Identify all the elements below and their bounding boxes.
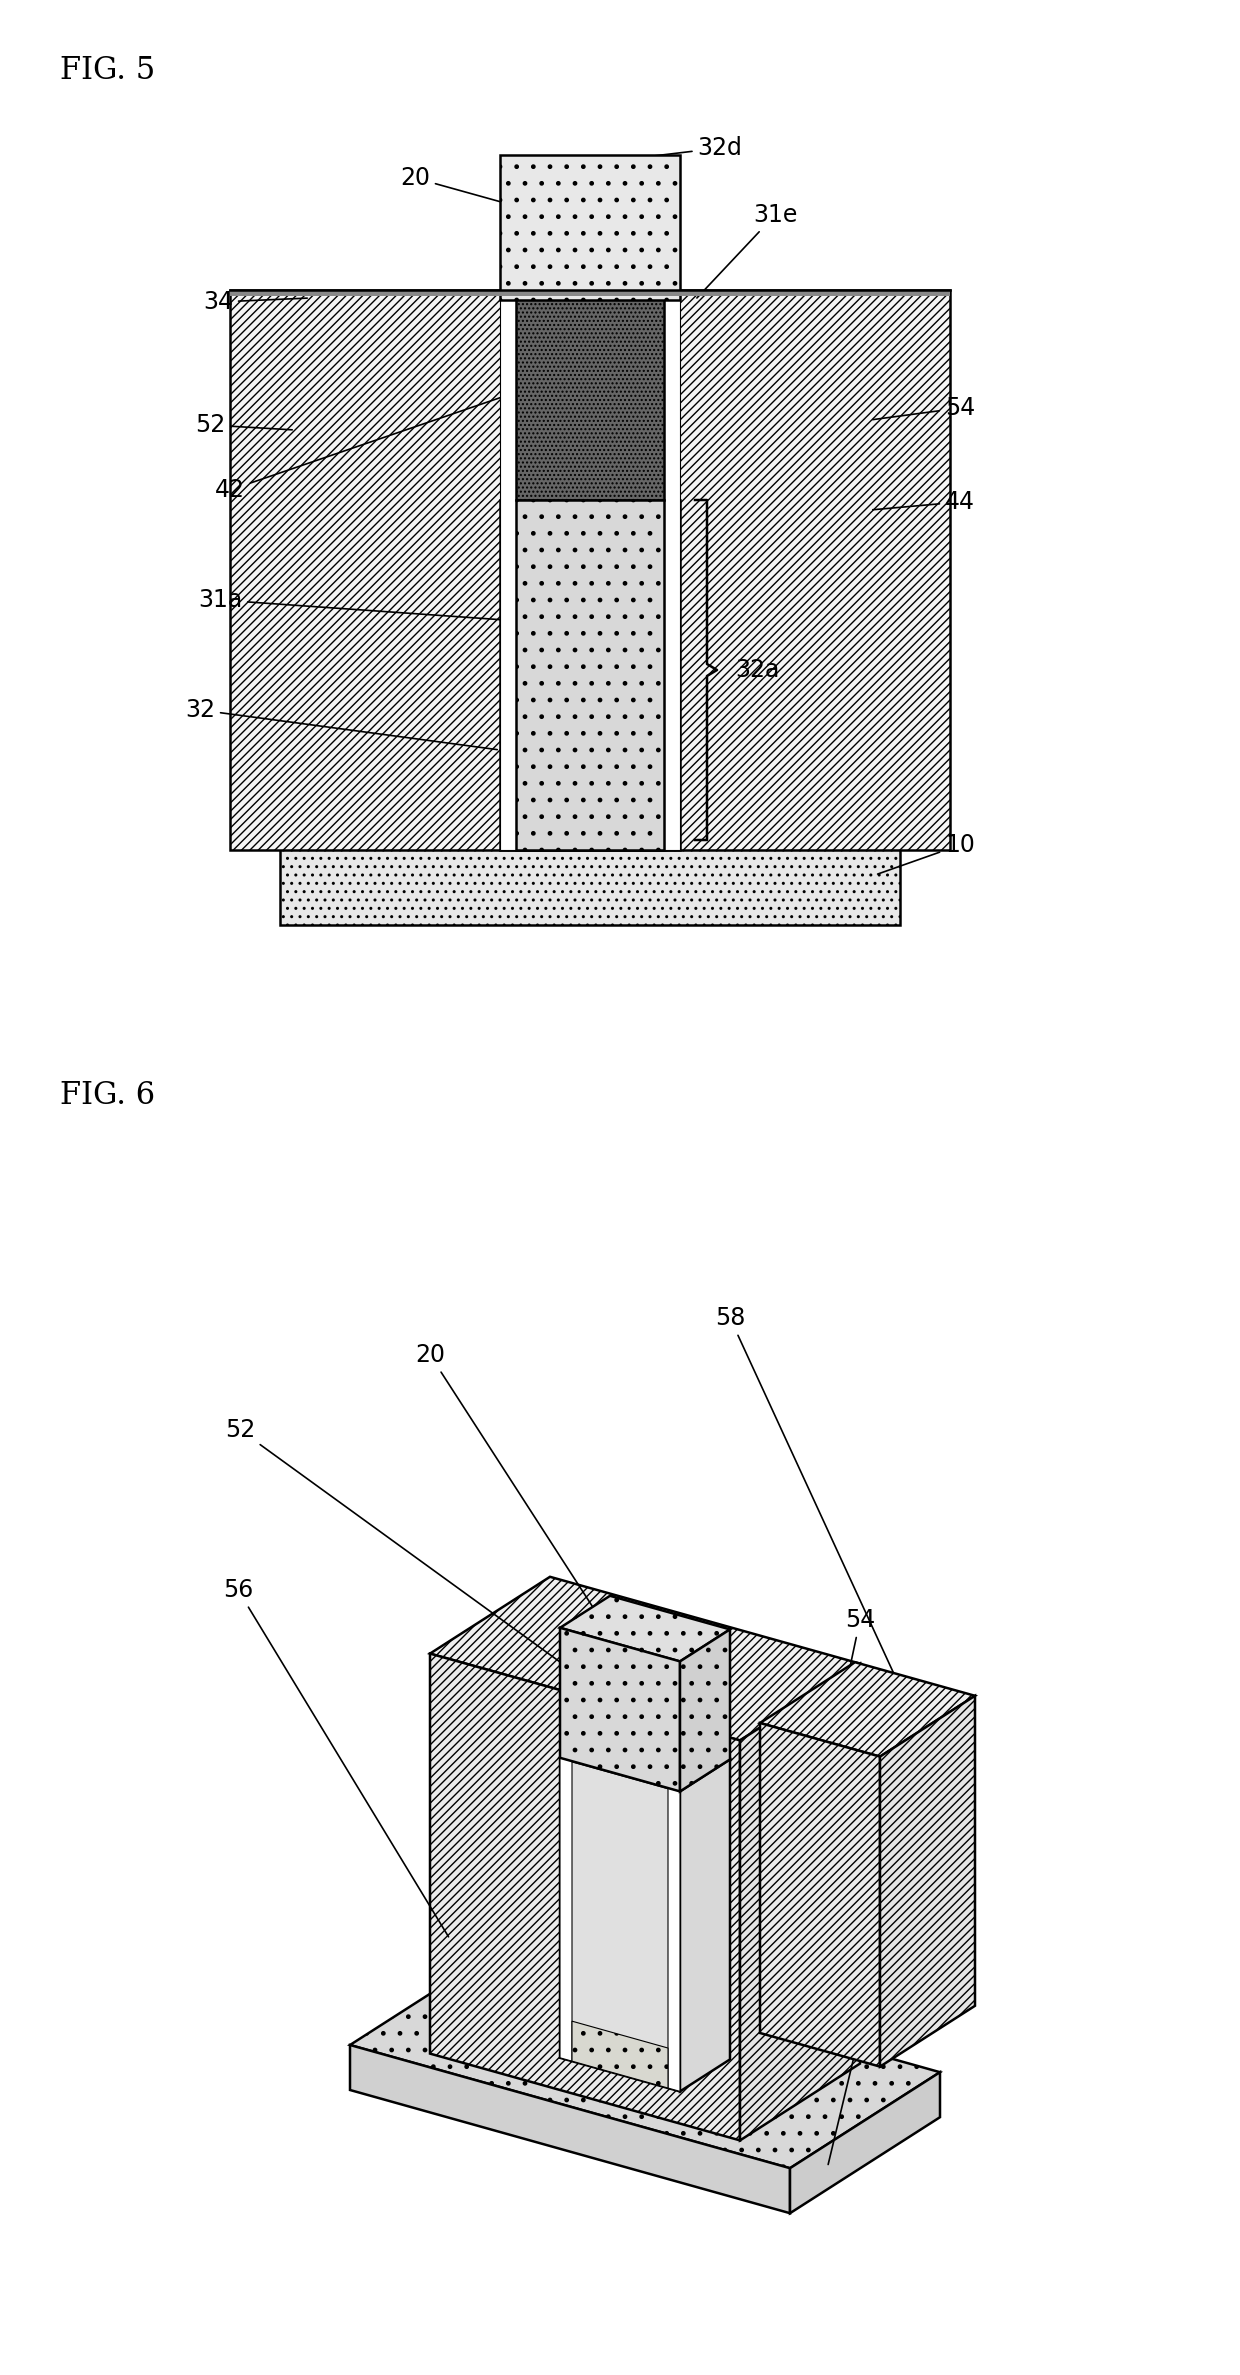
Bar	[280, 841, 900, 924]
Text: 32: 32	[185, 698, 497, 750]
Text: 10: 10	[828, 1978, 885, 2164]
Text: 31a: 31a	[198, 589, 502, 620]
Polygon shape	[680, 1629, 730, 1791]
Bar	[229, 290, 950, 850]
Polygon shape	[760, 1722, 880, 2066]
Text: 58: 58	[714, 1306, 919, 1729]
Polygon shape	[560, 1627, 680, 1791]
Polygon shape	[740, 1662, 861, 2140]
Polygon shape	[760, 1662, 975, 1758]
Text: 52: 52	[195, 413, 293, 437]
Text: 44: 44	[873, 489, 975, 513]
Text: 32d: 32d	[622, 135, 743, 159]
Polygon shape	[560, 1758, 680, 2092]
Polygon shape	[430, 1577, 861, 1741]
Text: FIG. 5: FIG. 5	[60, 55, 155, 86]
Bar	[663, 290, 680, 850]
Text: 32a: 32a	[735, 658, 780, 682]
Polygon shape	[790, 2073, 940, 2214]
Polygon shape	[680, 1760, 730, 2092]
Bar	[229, 290, 950, 297]
Polygon shape	[350, 2045, 790, 2214]
Text: 42: 42	[215, 397, 506, 501]
Text: 52: 52	[224, 1418, 563, 1665]
Polygon shape	[430, 1653, 740, 2140]
Polygon shape	[572, 2021, 668, 2088]
Text: 10: 10	[878, 834, 975, 874]
Text: 34: 34	[203, 290, 308, 314]
Text: 31e: 31e	[697, 202, 797, 297]
Polygon shape	[560, 1727, 730, 1791]
Text: 54: 54	[873, 397, 975, 420]
Text: 20: 20	[415, 1342, 634, 1670]
Bar	[500, 154, 680, 299]
Bar	[500, 290, 516, 850]
Text: 20: 20	[401, 166, 527, 209]
Polygon shape	[880, 1696, 975, 2066]
Bar	[500, 501, 680, 850]
Polygon shape	[560, 1596, 730, 1662]
Polygon shape	[350, 1950, 940, 2168]
Text: 54: 54	[801, 1608, 875, 1900]
Polygon shape	[668, 1788, 680, 2092]
Text: 56: 56	[223, 1577, 449, 1938]
Bar	[516, 501, 663, 850]
Bar	[516, 290, 663, 501]
Polygon shape	[560, 1758, 572, 2062]
Text: FIG. 6: FIG. 6	[60, 1081, 155, 1112]
